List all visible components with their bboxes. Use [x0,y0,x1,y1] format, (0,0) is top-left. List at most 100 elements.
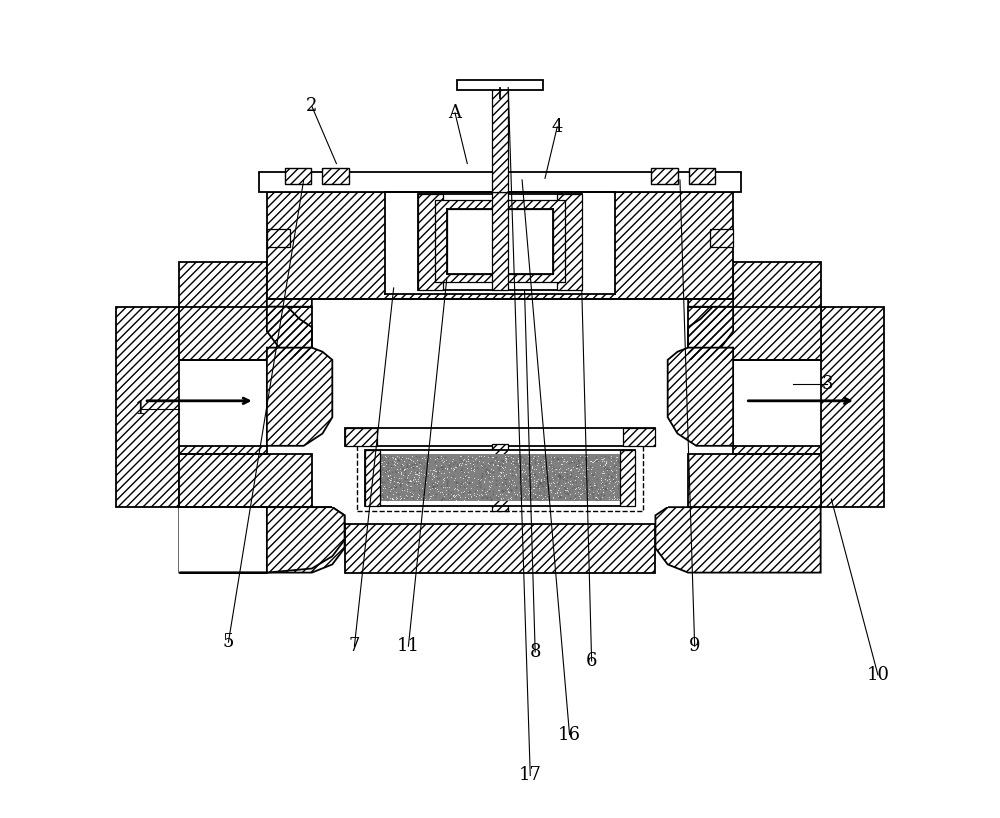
Point [455,478,471,491]
Point [385,451,401,464]
Point [613,464,629,477]
Point [578,453,594,466]
Point [501,481,517,494]
Point [497,471,513,484]
Point [437,480,453,493]
Point [523,480,539,493]
Point [535,466,551,479]
Bar [179,454,312,507]
Point [557,483,573,497]
Point [425,477,441,490]
Point [500,485,516,498]
Point [389,462,405,475]
Point [531,484,547,497]
Point [534,477,550,490]
Point [532,456,548,469]
Point [396,462,412,475]
Point [410,483,426,496]
Point [536,453,552,466]
Point [514,471,530,484]
Point [436,466,452,479]
Point [551,490,567,503]
Point [568,481,584,494]
Point [435,488,451,501]
Point [529,474,545,488]
Point [475,490,491,503]
Point [378,464,394,477]
Point [416,450,432,463]
Point [618,473,634,486]
Point [381,463,397,476]
Bar [365,450,380,506]
Point [376,476,392,489]
Point [444,487,460,500]
Point [536,488,552,501]
Point [606,490,622,503]
Point [508,467,524,480]
Point [410,478,426,491]
Point [564,481,580,494]
Bar [345,524,655,573]
Point [577,465,593,479]
Point [424,472,440,485]
Point [473,488,489,501]
Point [557,465,573,479]
Point [568,476,584,489]
Point [402,480,418,493]
Point [394,483,410,497]
Point [527,490,543,503]
Point [574,483,590,496]
Point [438,472,454,485]
Point [378,464,394,477]
Polygon shape [733,262,821,454]
Point [517,474,533,488]
Point [379,493,395,506]
Point [547,479,563,492]
Point [491,492,507,506]
Point [617,487,633,500]
Point [600,468,616,481]
Bar [620,450,635,506]
Point [386,474,402,488]
Point [474,461,490,474]
Point [606,486,622,499]
Point [513,451,529,464]
Point [525,466,541,479]
Point [558,462,574,475]
Point [482,457,498,470]
Point [462,456,478,470]
Point [385,450,401,463]
Bar [345,524,655,573]
Point [386,455,402,468]
Point [563,455,579,468]
Point [443,488,459,501]
Point [493,460,509,473]
Point [364,488,380,501]
Point [370,482,386,495]
Point [446,462,462,475]
Point [570,454,586,467]
Bar [285,168,311,184]
Point [400,469,416,482]
Point [465,463,481,476]
Point [413,491,429,504]
Point [368,462,384,475]
Point [451,459,467,472]
Text: 16: 16 [558,726,581,744]
Point [425,483,441,497]
Point [380,456,396,470]
Point [495,461,511,474]
Point [528,477,544,490]
Point [591,483,607,496]
Point [458,457,474,470]
Point [416,468,432,481]
Bar [322,168,349,184]
Point [493,492,509,506]
Point [364,462,380,475]
Point [543,486,559,499]
Point [608,454,624,467]
Point [612,486,628,499]
Point [432,485,448,498]
Point [424,481,440,494]
Point [481,474,497,488]
